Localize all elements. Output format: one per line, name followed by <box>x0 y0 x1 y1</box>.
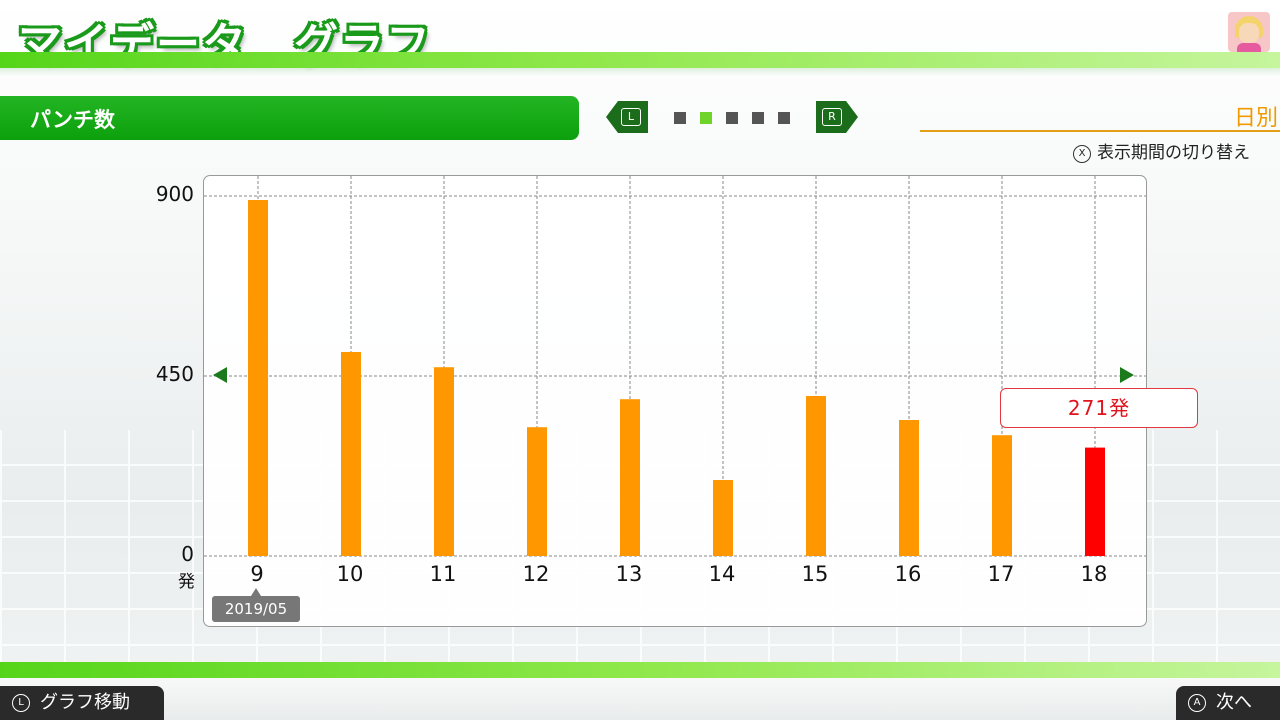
footer-green-band <box>0 662 1280 678</box>
bar-day-17 <box>992 435 1012 556</box>
y-tick-label: 450 <box>155 362 194 386</box>
scroll-right-arrow-icon[interactable] <box>1120 367 1134 383</box>
mii-avatar-icon <box>1228 12 1270 52</box>
page-dot-4 <box>752 112 764 124</box>
bar-day-10 <box>341 352 361 556</box>
footer-bar <box>0 678 1280 720</box>
bar-day-18 <box>1085 447 1105 556</box>
x-button-icon: X <box>1073 145 1091 163</box>
bar-day-15 <box>806 396 826 556</box>
l-button-icon: L <box>621 108 641 126</box>
avatar-face <box>1239 23 1259 43</box>
a-button-icon: A <box>1188 694 1206 712</box>
r-button-icon: R <box>822 108 842 126</box>
bar-day-16 <box>899 420 919 556</box>
period-toggle-text: 表示期間の切り替え <box>1097 143 1250 163</box>
x-tick-label: 15 <box>801 562 829 586</box>
period-underline <box>920 130 1280 132</box>
bar-day-11 <box>434 367 454 556</box>
date-tag: 2019/05 <box>212 588 300 622</box>
bar-day-13 <box>620 399 640 556</box>
section-header-bar: パンチ数 <box>0 96 579 140</box>
period-label: 日別 <box>1233 106 1278 131</box>
x-tick-label: 10 <box>336 562 364 586</box>
x-tick-label: 17 <box>987 562 1015 586</box>
prev-graph-button[interactable]: L <box>606 101 648 133</box>
scroll-left-arrow-icon[interactable] <box>213 367 227 383</box>
next-graph-button[interactable]: R <box>816 101 858 133</box>
section-title: パンチ数 <box>30 108 116 132</box>
x-tick-label: 12 <box>522 562 550 586</box>
x-tick-label: 18 <box>1080 562 1108 586</box>
page-dot-2 <box>700 112 712 124</box>
page-dot-5 <box>778 112 790 124</box>
bar-day-12 <box>527 427 547 556</box>
y-tick-label: 0 <box>181 542 194 566</box>
chart-panel <box>203 175 1147 627</box>
bar-chart <box>204 176 1146 557</box>
y-axis-unit: 発 <box>178 572 195 592</box>
period-toggle-hint[interactable]: X 表示期間の切り替え <box>1073 138 1250 163</box>
next-button[interactable]: A 次へ <box>1176 686 1280 720</box>
x-tick-label: 13 <box>615 562 643 586</box>
selected-value-callout: 271発 <box>1000 388 1198 428</box>
page-dot-1 <box>674 112 686 124</box>
header-band-shadow <box>0 68 1280 76</box>
header-green-band <box>0 52 1280 68</box>
next-label: 次へ <box>1216 692 1252 713</box>
x-tick-label: 11 <box>429 562 457 586</box>
move-graph-label: グラフ移動 <box>40 692 130 713</box>
avatar-body <box>1237 43 1261 52</box>
l-stick-icon: L <box>12 694 30 712</box>
x-tick-label: 9 <box>250 562 264 586</box>
move-graph-button[interactable]: L グラフ移動 <box>0 686 164 720</box>
page-dot-3 <box>726 112 738 124</box>
bar-day-14 <box>713 480 733 556</box>
x-tick-label: 14 <box>708 562 736 586</box>
x-tick-label: 16 <box>894 562 922 586</box>
bar-day-9 <box>248 200 268 556</box>
y-tick-label: 900 <box>155 182 194 206</box>
